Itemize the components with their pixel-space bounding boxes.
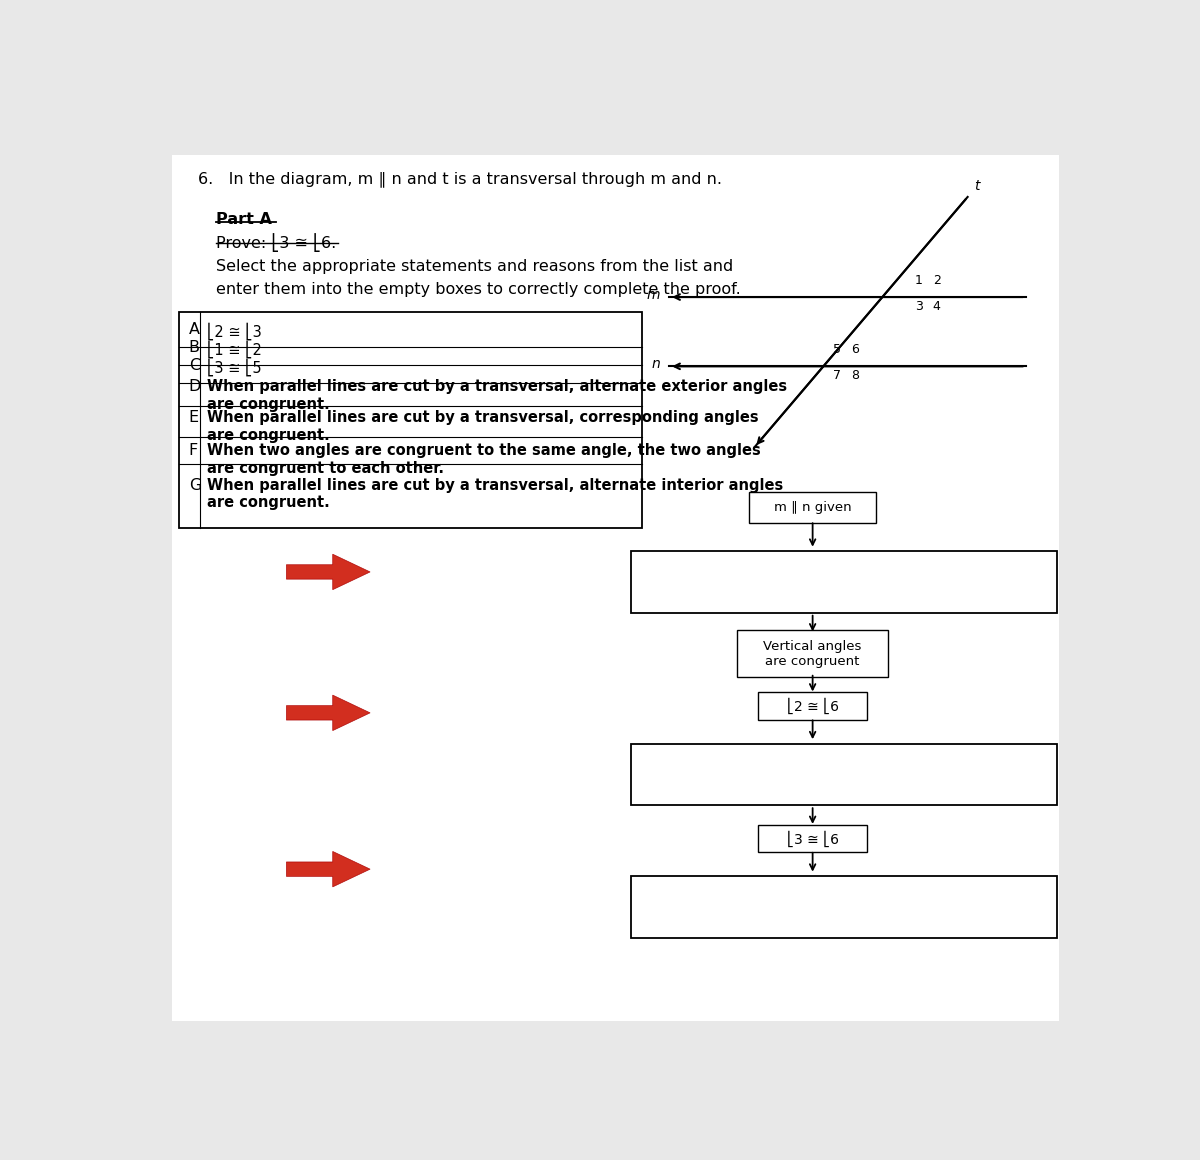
Text: When parallel lines are cut by a transversal, alternate interior angles
are cong: When parallel lines are cut by a transve… <box>206 478 782 510</box>
Text: 8: 8 <box>851 369 859 383</box>
FancyBboxPatch shape <box>630 744 1057 805</box>
Text: Prove: ⎣3 ≅ ⎣6.: Prove: ⎣3 ≅ ⎣6. <box>216 233 336 252</box>
Text: F: F <box>188 443 198 458</box>
Text: 6: 6 <box>851 343 859 356</box>
Polygon shape <box>287 695 370 731</box>
Text: When two angles are congruent to the same angle, the two angles
are congruent to: When two angles are congruent to the sam… <box>206 443 761 476</box>
Text: n: n <box>652 357 660 371</box>
FancyBboxPatch shape <box>737 631 888 676</box>
Text: E: E <box>188 411 199 426</box>
Text: When parallel lines are cut by a transversal, corresponding angles
are congruent: When parallel lines are cut by a transve… <box>206 411 758 443</box>
Text: Part A: Part A <box>216 212 271 227</box>
Text: enter them into the empty boxes to correctly complete the proof.: enter them into the empty boxes to corre… <box>216 282 740 297</box>
Text: ⎣3 ≅ ⎣6: ⎣3 ≅ ⎣6 <box>787 831 839 847</box>
Text: G: G <box>188 478 202 493</box>
Text: 1: 1 <box>914 274 923 287</box>
Text: 6.   In the diagram, m ∥ n and t is a transversal through m and n.: 6. In the diagram, m ∥ n and t is a tran… <box>198 172 722 187</box>
Text: Select the appropriate statements and reasons from the list and: Select the appropriate statements and re… <box>216 259 733 274</box>
Text: 3: 3 <box>914 300 923 313</box>
FancyBboxPatch shape <box>180 312 642 528</box>
Text: m ∥ n given: m ∥ n given <box>774 501 852 514</box>
Text: A: A <box>188 322 199 338</box>
Text: t: t <box>974 179 979 193</box>
Text: C: C <box>188 358 200 372</box>
Text: ⎣2 ≅ ⎣3: ⎣2 ≅ ⎣3 <box>206 322 262 340</box>
Text: ⎣1 ≅ ⎣2: ⎣1 ≅ ⎣2 <box>206 340 262 358</box>
Polygon shape <box>287 554 370 589</box>
Text: ⎣3 ≅ ⎣5: ⎣3 ≅ ⎣5 <box>206 358 262 376</box>
FancyBboxPatch shape <box>630 551 1057 612</box>
Text: 7: 7 <box>833 369 841 383</box>
Text: 2: 2 <box>932 274 941 287</box>
Text: B: B <box>188 340 199 355</box>
Text: Vertical angles
are congruent: Vertical angles are congruent <box>763 639 862 667</box>
Text: When parallel lines are cut by a transversal, alternate exterior angles
are cong: When parallel lines are cut by a transve… <box>206 379 787 412</box>
Polygon shape <box>287 851 370 887</box>
FancyBboxPatch shape <box>172 154 1060 1021</box>
Text: m: m <box>647 288 660 302</box>
Text: D: D <box>188 379 202 394</box>
FancyBboxPatch shape <box>630 876 1057 937</box>
FancyBboxPatch shape <box>750 492 876 523</box>
FancyBboxPatch shape <box>758 693 868 719</box>
FancyBboxPatch shape <box>758 825 868 853</box>
Text: 5: 5 <box>833 343 841 356</box>
Text: 4: 4 <box>932 300 941 313</box>
Text: ⎣2 ≅ ⎣6: ⎣2 ≅ ⎣6 <box>787 697 839 715</box>
